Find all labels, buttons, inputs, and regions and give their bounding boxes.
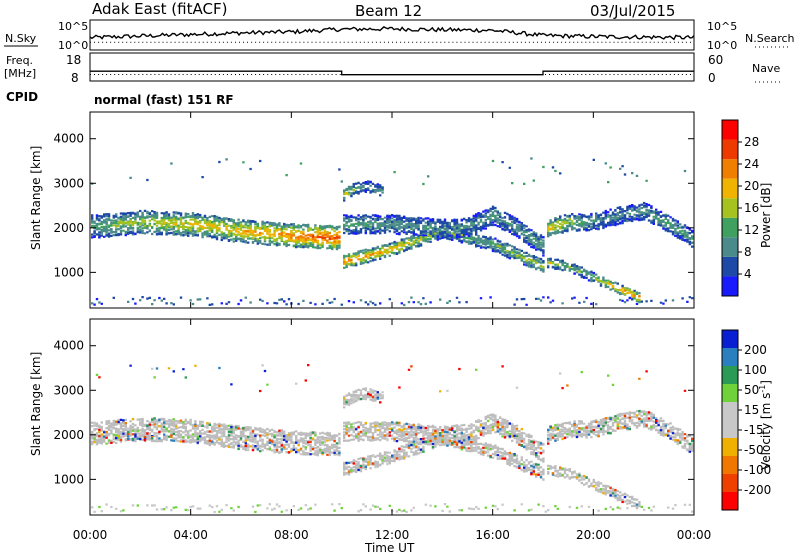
heatmap-cells-0 bbox=[91, 159, 694, 304]
xtick-label-6: 00:00 bbox=[677, 528, 712, 542]
nave-ytick-top: 60 bbox=[708, 53, 723, 67]
velocity-colorbar-tick-label-7: 200 bbox=[744, 343, 767, 357]
xtick-label-0: 00:00 bbox=[73, 528, 108, 542]
ytick-label-3: 4000 bbox=[53, 132, 84, 146]
ytick-label-1: 2000 bbox=[53, 428, 84, 442]
power-colorbar-swatch-4 bbox=[722, 198, 738, 218]
power-colorbar-tick-label-2: 12 bbox=[744, 223, 759, 237]
station-title: Adak East (fitACF) bbox=[92, 0, 227, 18]
cpid-label: CPID bbox=[6, 90, 38, 104]
xtick-label-5: 20:00 bbox=[576, 528, 611, 542]
velocity-colorbar-label-sup: -1 bbox=[758, 385, 767, 393]
power-colorbar-tick-label-0: 4 bbox=[744, 267, 752, 281]
velocity-colorbar-swatch-0 bbox=[722, 492, 738, 510]
velocity-colorbar-swatch-1 bbox=[722, 474, 738, 492]
velocity-colorbar-tick-label-2: -50 bbox=[744, 443, 764, 457]
power-colorbar-swatch-3 bbox=[722, 217, 738, 238]
velocity-colorbar-swatch-8 bbox=[722, 348, 738, 366]
xtick-label-3: 12:00 bbox=[375, 528, 410, 542]
velocity-colorbar-tick-label-5: 50 bbox=[744, 383, 759, 397]
heatmap-cells-4 bbox=[112, 188, 641, 301]
nsearch-label: N.Search bbox=[745, 32, 795, 45]
velocity-colorbar-tick-label-1: -100 bbox=[744, 463, 771, 477]
cpid-text: normal (fast) 151 RF bbox=[94, 93, 234, 107]
ytick-label-3: 4000 bbox=[53, 339, 84, 353]
mhz-label: [MHz] bbox=[4, 67, 36, 80]
power-heatmap bbox=[91, 157, 694, 307]
velocity-heatmap bbox=[91, 364, 694, 514]
ytick-label-1: 2000 bbox=[53, 221, 84, 235]
nave-label: Nave bbox=[752, 62, 780, 75]
velocity-colorbar-label-end: ] bbox=[759, 380, 773, 385]
power-colorbar-tick-label-3: 16 bbox=[744, 201, 759, 215]
velocity-colorbar-swatch-3 bbox=[722, 438, 738, 456]
nsky-ytick-bottom: 10^0 bbox=[58, 39, 88, 52]
power-ylabel: Slant Range [km] bbox=[29, 146, 43, 250]
nave-ytick-bottom: 0 bbox=[708, 71, 716, 85]
velocity-colorbar-tick-label-0: -200 bbox=[744, 483, 771, 497]
power-axes: 1000 2000 3000 4000 bbox=[53, 132, 694, 279]
power-colorbar-tick-label-1: 8 bbox=[744, 245, 752, 259]
velocity-colorbar-tick-label-4: 15 bbox=[744, 403, 759, 417]
power-colorbar-tick-label-5: 24 bbox=[744, 157, 759, 171]
heatmap-cells-1 bbox=[91, 157, 694, 307]
nsky-series bbox=[89, 26, 695, 43]
power-colorbar-swatch-7 bbox=[722, 139, 738, 160]
velocity-colorbar-tick-label-3: -15 bbox=[744, 423, 764, 437]
velocity-ylabel: Slant Range [km] bbox=[29, 352, 43, 456]
velocity-colorbar-label: Velocity [m s-1] bbox=[758, 380, 773, 470]
power-colorbar-tick-label-6: 28 bbox=[744, 135, 759, 149]
velocity-axes: 1000 2000 3000 4000 bbox=[53, 339, 694, 486]
nsearch-ytick-bottom: 10^0 bbox=[707, 39, 737, 52]
nsearch-ytick-top: 10^5 bbox=[707, 20, 737, 33]
freq-panel-frame bbox=[89, 52, 695, 82]
velocity-colorbar-swatch-9 bbox=[722, 330, 738, 348]
velocity-colorbar-swatch-4 bbox=[722, 420, 738, 438]
nsky-ytick-top: 10^5 bbox=[58, 20, 88, 33]
nsky-label: N.Sky bbox=[5, 32, 37, 45]
velocity-colorbar-swatch-7 bbox=[722, 366, 738, 384]
velocity-colorbar-frame bbox=[721, 329, 739, 511]
freq-label: Freq. bbox=[6, 54, 33, 67]
power-colorbar-swatch-0 bbox=[722, 276, 738, 296]
ytick-label-2: 3000 bbox=[53, 176, 84, 190]
xtick-label-4: 16:00 bbox=[475, 528, 510, 542]
velocity-colorbar-tick-label-6: 100 bbox=[744, 363, 767, 377]
power-colorbar-tick-label-4: 20 bbox=[744, 179, 759, 193]
ytick-label-0: 1000 bbox=[53, 265, 84, 279]
ytick-label-0: 1000 bbox=[53, 472, 84, 486]
power-colorbar-swatch-8 bbox=[722, 120, 738, 140]
power-colorbar-swatch-2 bbox=[722, 237, 738, 257]
velocity-colorbar-label-main: Velocity [m s bbox=[759, 393, 773, 470]
power-colorbar: 4 8 12 16 20 24 28 bbox=[721, 119, 759, 297]
time-axis-label: Time UT bbox=[364, 541, 415, 554]
velocity-colorbar: -200 -100 -50 -15 15 50 100 200 bbox=[721, 329, 771, 511]
time-axis-ticks: 00:00 04:00 08:00 12:00 16:00 20:00 00:00 bbox=[73, 112, 712, 542]
velocity-colorbar-swatch-2 bbox=[722, 456, 738, 474]
xtick-label-2: 08:00 bbox=[274, 528, 309, 542]
date-title: 03/Jul/2015 bbox=[590, 2, 675, 20]
freq-ytick-bottom: 8 bbox=[71, 71, 79, 85]
xtick-label-1: 04:00 bbox=[173, 528, 208, 542]
power-colorbar-swatch-1 bbox=[722, 256, 738, 277]
power-colorbar-swatch-5 bbox=[722, 178, 738, 199]
freq-ytick-top: 18 bbox=[66, 53, 81, 67]
heatmap-cells-0 bbox=[91, 387, 694, 510]
heatmap-cells-7 bbox=[311, 235, 341, 241]
power-colorbar-swatch-6 bbox=[722, 159, 738, 179]
freq-series bbox=[90, 70, 694, 76]
velocity-colorbar-swatch-6 bbox=[722, 384, 738, 402]
nsky-line bbox=[89, 26, 695, 41]
power-colorbar-label: Power [dB] bbox=[759, 183, 773, 248]
velocity-colorbar-swatch-5 bbox=[722, 402, 738, 420]
nsky-panel-frame bbox=[89, 19, 695, 51]
freq-line bbox=[90, 70, 694, 76]
beam-title: Beam 12 bbox=[355, 2, 422, 20]
ytick-label-2: 3000 bbox=[53, 383, 84, 397]
